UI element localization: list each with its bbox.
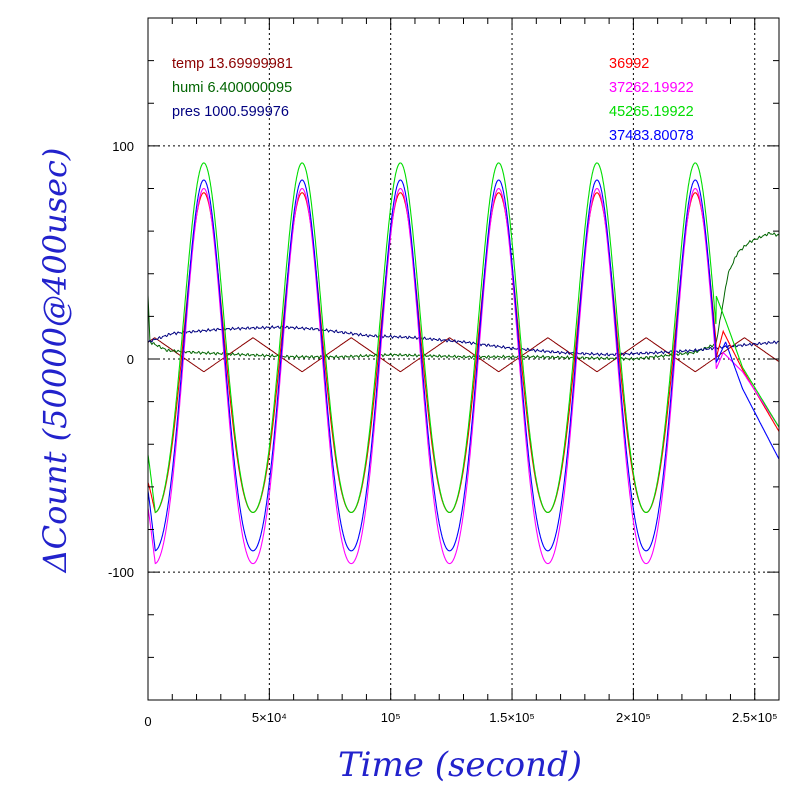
- y-tick-label: 100: [112, 139, 134, 154]
- x-tick-label: 1.5×10⁵: [489, 710, 535, 725]
- x-tick-label: 10⁵: [381, 710, 401, 725]
- env-series-pres: [147, 325, 780, 357]
- count-series-line-3: [147, 179, 780, 552]
- x-tick-label: 0: [144, 714, 151, 729]
- x-tick-label: 2.5×10⁵: [732, 710, 778, 725]
- grid-layer: [148, 18, 779, 700]
- legend-right-entry: 37262.19922: [609, 80, 694, 96]
- series-layer: [147, 162, 780, 565]
- x-tick-label: 2×10⁵: [616, 710, 651, 725]
- legend-right-entry: 36992: [609, 56, 649, 72]
- legend-layer: temp 13.69999981 humi 6.400000095 pres 100…: [172, 56, 694, 144]
- legend-right-entry: 45265.19922: [609, 104, 694, 120]
- x-tick-label: 5×10⁴: [252, 710, 287, 725]
- count-series-line-1: [147, 187, 780, 565]
- legend-left-entry: pres 1000.599976: [172, 104, 289, 120]
- y-axis-title: ΔCount (50000@400usec): [36, 148, 74, 575]
- y-tick-label: -100: [108, 565, 134, 580]
- legend-left-entry: temp 13.69999981: [172, 56, 293, 72]
- x-axis-title: Time (second): [338, 745, 582, 785]
- legend-left-entry: humi 6.400000095: [172, 80, 292, 96]
- y-tick-label: 0: [127, 352, 134, 367]
- tick-layer: 0 5×10⁴ 10⁵ 1.5×10⁵ 2×10⁵ 2.5×10⁵ 100 0 -100: [108, 17, 780, 729]
- count-series-line-2: [147, 162, 780, 514]
- legend-right-entry: 37483.80078: [609, 128, 694, 144]
